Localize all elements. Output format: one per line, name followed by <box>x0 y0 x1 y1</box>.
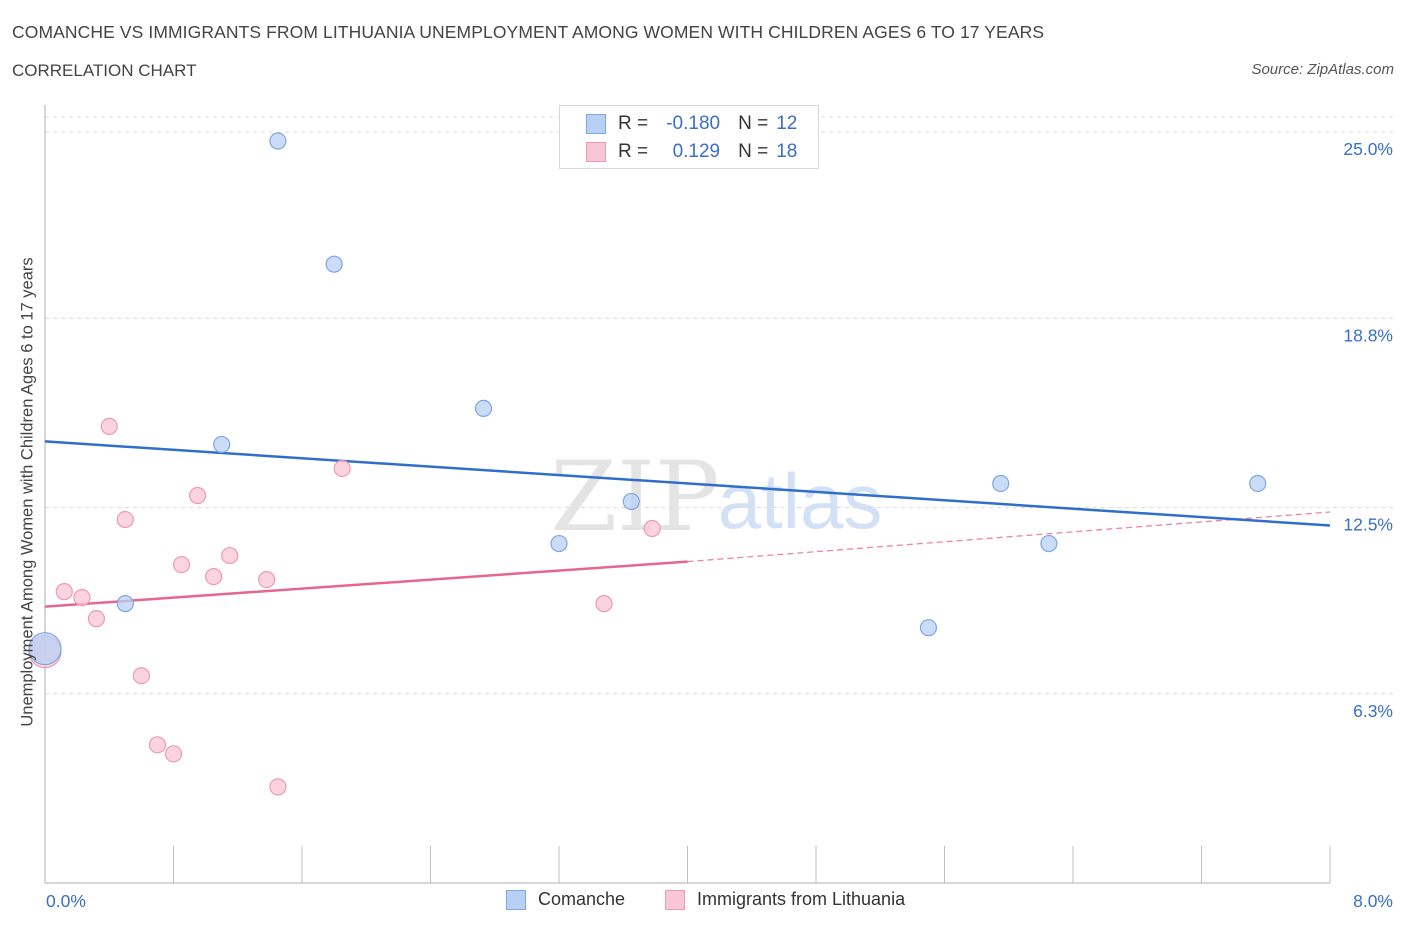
comanche-point <box>474 399 493 417</box>
watermark-atlas: atlas <box>718 457 883 545</box>
lithuania-point <box>595 595 613 613</box>
lithuania-point <box>132 667 150 685</box>
lithuania-point <box>100 417 118 436</box>
comanche-trend-line <box>44 440 1331 527</box>
chart-title: COMANCHE VS IMMIGRANTS FROM LITHUANIA UN… <box>12 22 1045 42</box>
x-tick-label-min: 0.0% <box>46 891 86 911</box>
lithuania-point <box>116 510 134 529</box>
comanche-point <box>213 435 231 454</box>
correlation-legend: R = -0.180 N = 12 R = 0.129 N = 18 <box>559 105 819 169</box>
comanche-point <box>919 619 938 637</box>
comanche-point <box>992 474 1010 493</box>
y-tick-label: 25.0% <box>1343 139 1393 159</box>
n-value: 18 <box>776 141 798 162</box>
lithuania-trend-extension <box>687 511 1331 563</box>
lithuania-legend-swatch <box>665 889 685 910</box>
lithuania-point <box>205 567 223 586</box>
x-tick-label-max: 8.0% <box>1353 891 1393 911</box>
r-value: -0.180 <box>666 113 721 134</box>
n-label: N = <box>738 113 769 134</box>
lithuania-point <box>221 546 239 565</box>
comanche-point <box>550 534 568 553</box>
lithuania-point <box>55 583 73 601</box>
y-tick-label: 6.3% <box>1353 701 1393 721</box>
legend-row-lithuania: R = 0.129 N = 18 <box>586 141 797 163</box>
lithuania-point <box>333 459 351 478</box>
lithuania-point <box>73 589 91 607</box>
lithuania-point <box>258 571 276 589</box>
lithuania-point <box>148 736 167 754</box>
y-tick-label: 12.5% <box>1343 515 1393 535</box>
comanche-legend-swatch <box>506 889 526 910</box>
n-label: N = <box>738 141 769 162</box>
lithuania-point <box>643 519 661 538</box>
comanche-point <box>1249 474 1267 493</box>
lithuania-point <box>87 610 106 628</box>
y-axis-label: Unemployment Among Women with Children A… <box>18 257 37 727</box>
comanche-point <box>28 632 62 666</box>
source-credit: Source: ZipAtlas.com <box>1251 61 1394 78</box>
chart-subtitle: CORRELATION CHART <box>12 61 197 80</box>
comanche-point <box>325 255 343 273</box>
lithuania-point <box>164 745 183 763</box>
r-label: R = <box>618 113 649 134</box>
r-label: R = <box>618 141 649 162</box>
comanche-legend-label: Comanche <box>538 889 626 909</box>
comanche-point <box>1040 534 1058 553</box>
legend-row-comanche: R = -0.180 N = 12 <box>586 113 797 135</box>
comanche-point <box>116 595 134 613</box>
n-value: 12 <box>776 113 798 134</box>
r-value: 0.129 <box>672 141 721 162</box>
comanche-swatch <box>586 114 606 134</box>
bottom-legend-comanche: Comanche <box>506 889 625 910</box>
lithuania-swatch <box>586 142 606 162</box>
lithuania-trend-line <box>44 560 688 608</box>
lithuania-point <box>172 555 191 574</box>
bottom-legend-lithuania: Immigrants from Lithuania <box>665 889 905 910</box>
comanche-point <box>622 492 640 511</box>
y-tick-label: 18.8% <box>1343 325 1393 345</box>
lithuania-legend-label: Immigrants from Lithuania <box>697 889 906 909</box>
lithuania-point <box>269 778 287 796</box>
comanche-point <box>269 132 287 150</box>
lithuania-point <box>188 486 207 505</box>
